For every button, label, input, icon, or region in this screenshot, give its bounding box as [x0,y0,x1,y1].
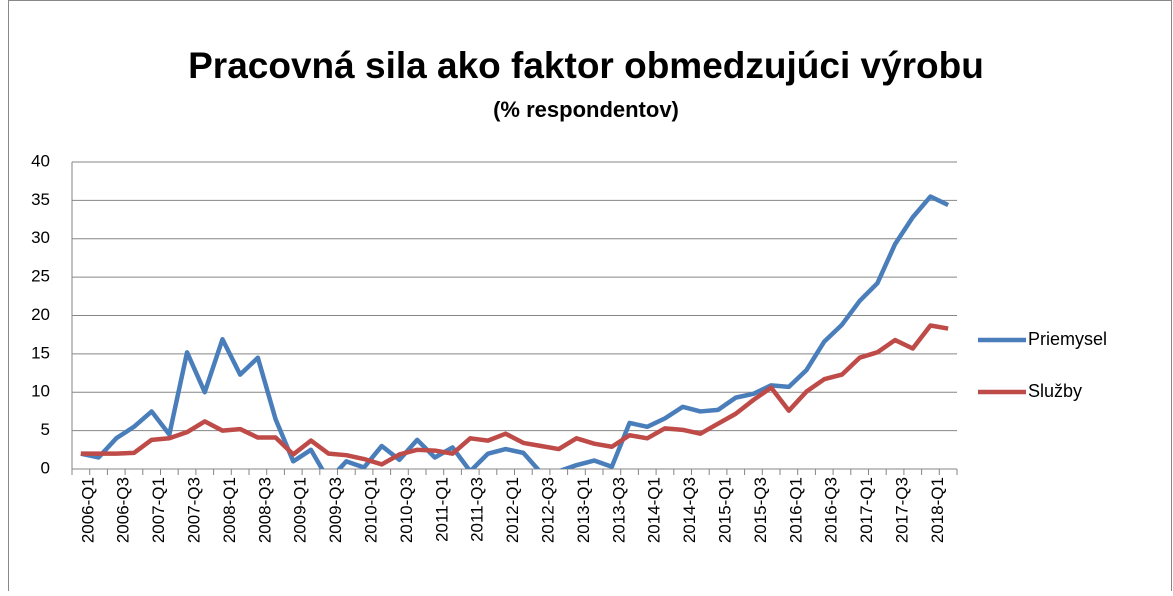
x-tick-label: 2010-Q1 [362,477,381,543]
x-tick-label: 2010-Q3 [397,477,416,543]
y-tick-label: 15 [31,343,50,362]
x-tick-label: 2006-Q3 [114,477,133,543]
series-line [80,323,949,467]
y-tick-label: 25 [31,267,50,286]
y-tick-label: 0 [41,458,50,477]
chart-border [8,0,1172,596]
chart-title: Pracovná sila ako faktor obmedzujúci výr… [188,45,984,86]
y-tick-label: 30 [31,228,50,247]
x-tick-label: 2007-Q1 [149,477,168,543]
x-tick-label: 2016-Q1 [786,477,805,543]
x-tick-label: 2017-Q1 [857,477,876,543]
y-tick-label: 40 [31,151,50,170]
x-tick-label: 2013-Q1 [574,477,593,543]
x-tick-label: 2009-Q3 [326,477,345,543]
plot-lines [80,194,950,469]
x-tick-label: 2016-Q3 [822,477,841,543]
x-tick-label: 2011-Q3 [468,477,487,542]
y-tick-label: 20 [31,305,50,324]
x-tick-label: 2006-Q1 [78,477,97,543]
y-tick-label: 10 [31,382,50,401]
x-tick-label: 2017-Q3 [893,477,912,543]
x-tick-label: 2008-Q1 [220,477,239,543]
chart-subtitle: (% respondentov) [493,97,679,122]
x-tick-label: 2012-Q1 [503,477,522,543]
x-tick-label: 2014-Q3 [680,477,699,543]
x-tick-label: 2018-Q1 [928,477,947,543]
x-tick-label: 2014-Q1 [645,477,664,543]
x-tick-label: 2007-Q3 [185,477,204,543]
legend-label: Priemysel [1028,329,1107,349]
y-tick-label: 5 [41,420,50,439]
x-tick-label: 2015-Q3 [751,477,770,543]
legend-label: Služby [1028,381,1082,401]
x-tick-label: 2011-Q1 [432,477,451,542]
x-tick-label: 2013-Q3 [609,477,628,543]
x-tick-label: 2015-Q1 [716,477,735,543]
x-tick-label: 2008-Q3 [255,477,274,543]
series-line [80,194,950,469]
y-tick-label: 35 [31,190,50,209]
x-tick-label: 2012-Q3 [539,477,558,543]
x-tick-label: 2009-Q1 [291,477,310,543]
